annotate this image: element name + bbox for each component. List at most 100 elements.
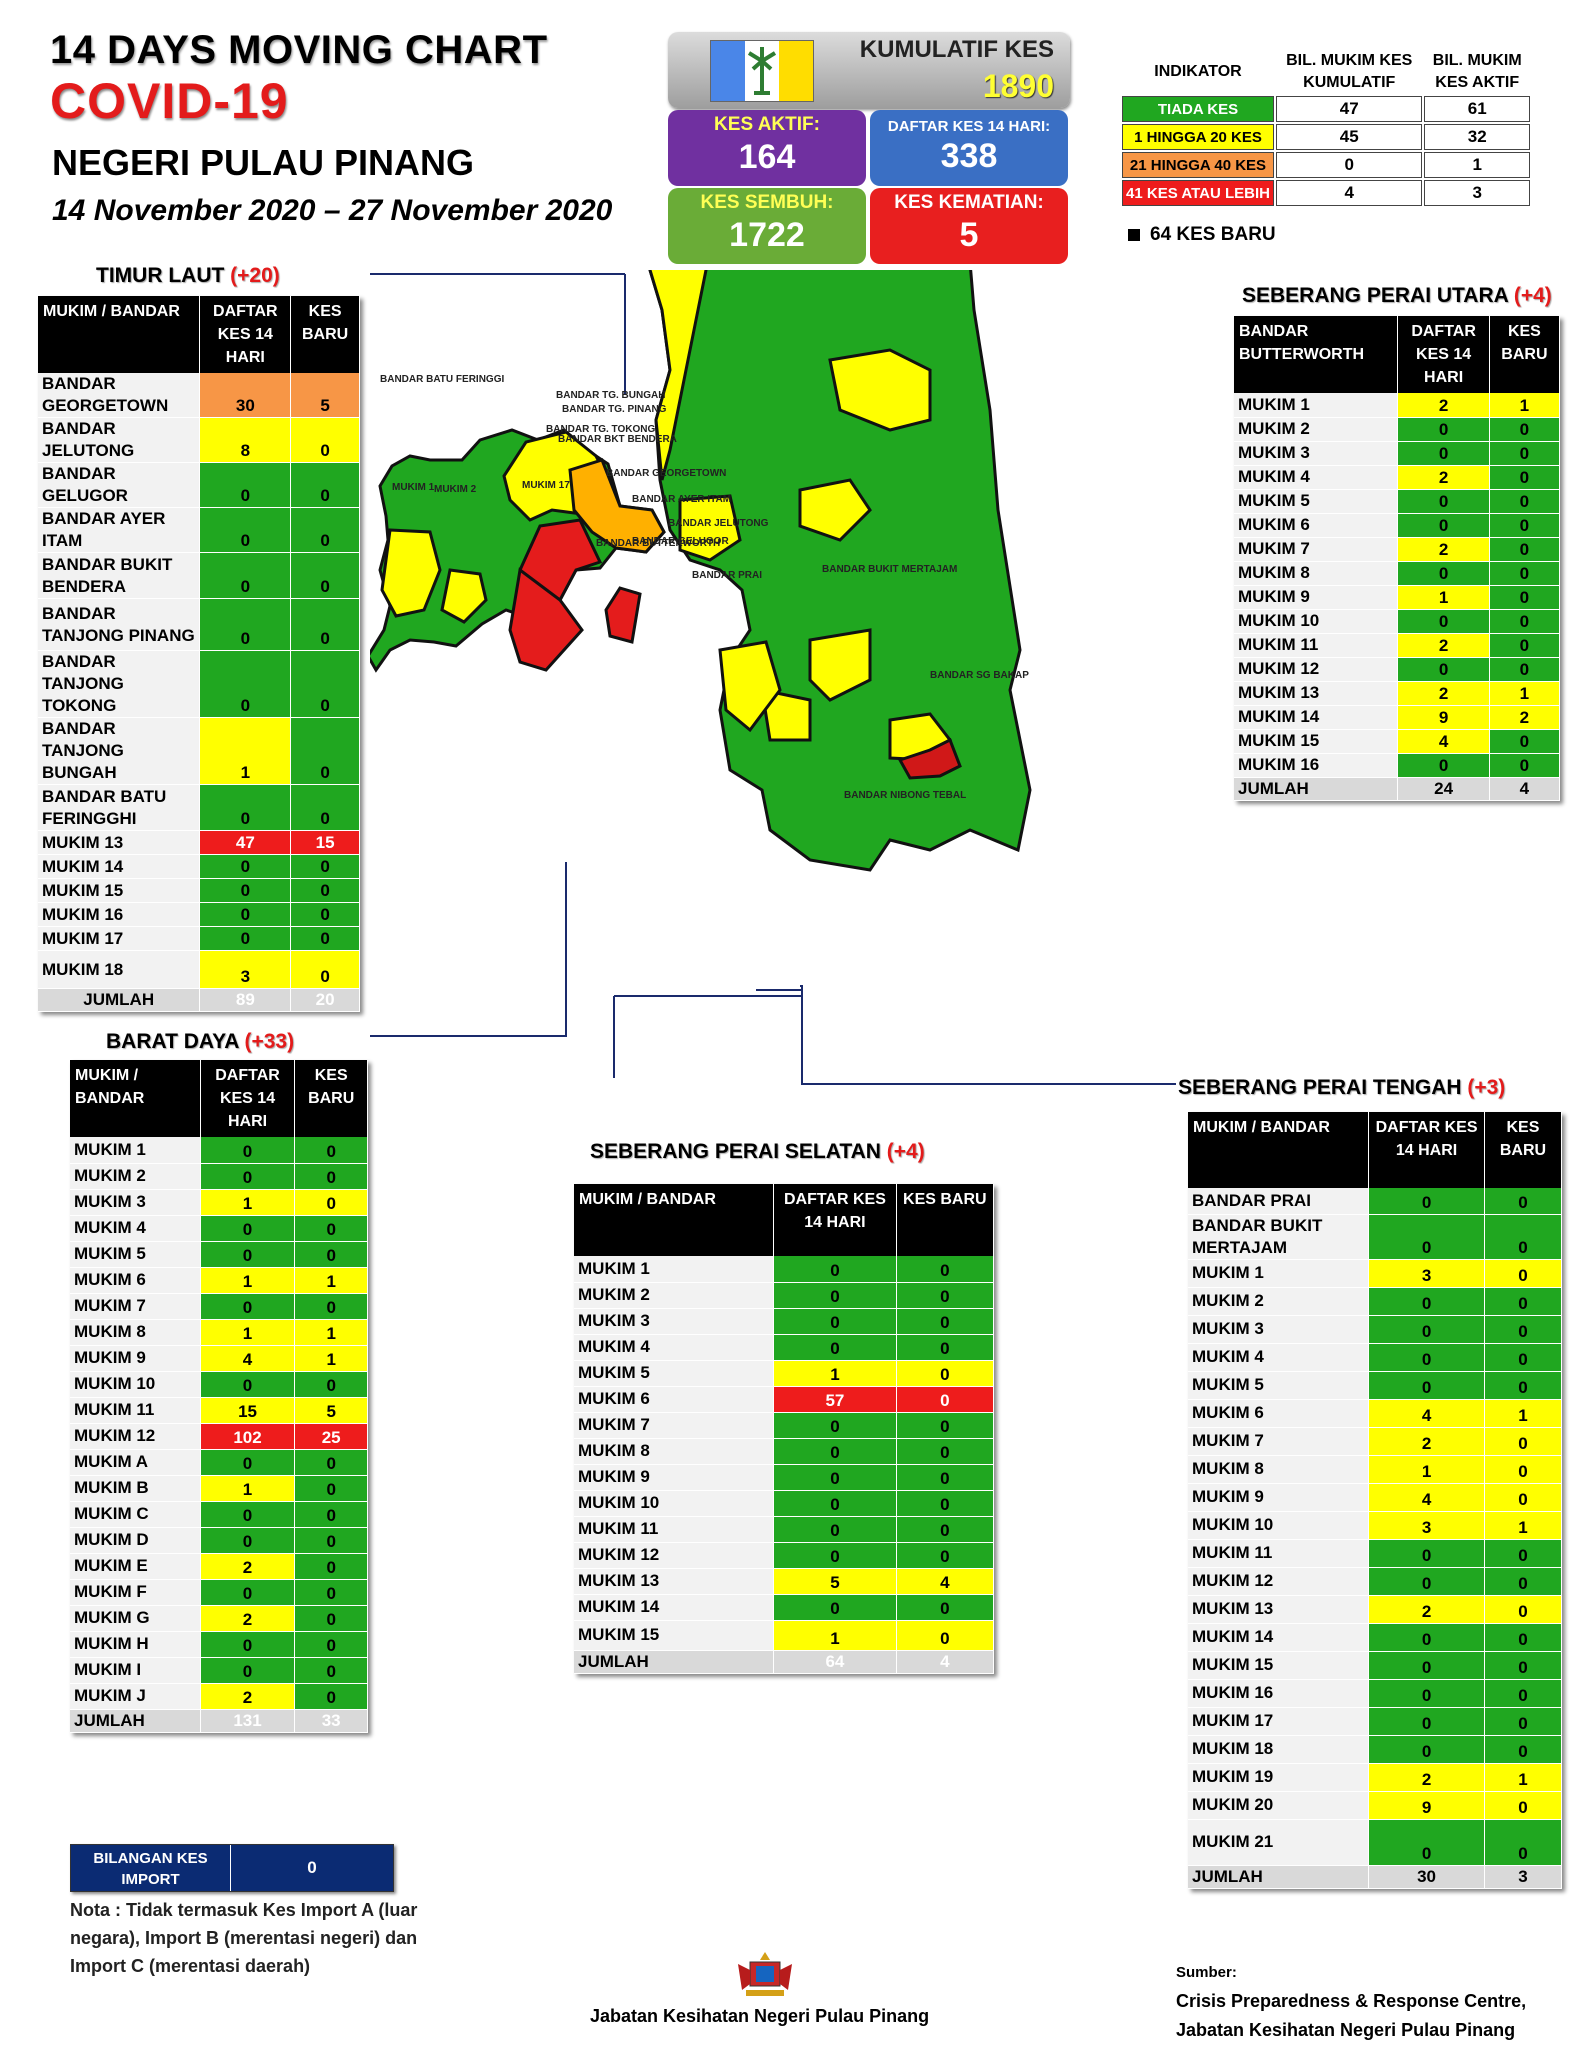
indicator-label: 1 HINGGA 20 KES [1122,124,1274,150]
value-new-cases: 0 [290,650,360,718]
row-name: MUKIM 12 [70,1423,201,1450]
row-name: MUKIM 6 [1188,1399,1370,1428]
row-name: MUKIM A [70,1449,201,1476]
value-14-days: 0 [1368,1287,1485,1316]
value-14-days: 0 [199,784,292,831]
value-new-cases: 1 [1489,681,1561,706]
row-name: MUKIM 13 [38,830,201,855]
value-new-cases: 0 [1489,489,1561,514]
value-14-days: 0 [1397,513,1490,538]
source-line-2: Jabatan Kesihatan Negeri Pulau Pinang [1176,2020,1516,2040]
value-14-days: 5 [773,1568,897,1595]
value-14-days: 0 [1397,753,1490,778]
value-new-cases: 0 [294,1527,368,1554]
pulau-red-island [604,586,642,644]
value-new-cases: 0 [896,1620,995,1651]
table-row: MUKIM 13 47 15 [38,830,360,855]
active-cases-value: 164 [738,138,796,176]
row-name: MUKIM 1 [574,1256,775,1283]
value-14-days: 2 [1397,633,1490,658]
value-14-days: 4 [1397,729,1490,754]
table-timur-laut: MUKIM / BANDAR DAFTAR KES 14 HARI KES BARU… [38,296,360,1012]
table-row: MUKIM 13 2 1 [1234,681,1561,706]
value-new-cases: 0 [1489,609,1561,634]
value-14-days: 1 [773,1360,897,1387]
row-name: MUKIM 8 [574,1438,775,1465]
value-new-cases: 0 [896,1360,995,1387]
connector-sps [613,995,802,1078]
row-name: MUKIM 10 [1188,1511,1370,1540]
recovered-value: 1722 [729,216,805,254]
total-new-cases: 20 [290,988,360,1012]
row-name: MUKIM 15 [1188,1651,1370,1680]
table-row: MUKIM 12 102 25 [70,1423,368,1450]
value-14-days: 0 [773,1542,897,1569]
chart-date-range: 14 November 2020 – 27 November 2020 [52,194,613,227]
value-14-days: 0 [200,1215,296,1242]
value-new-cases: 0 [294,1189,368,1216]
table-row: MUKIM 11 0 0 [574,1516,995,1543]
row-name: BANDAR TANJONG BUNGAH [38,717,201,785]
total-new-cases: 4 [896,1650,995,1674]
table-row: BANDAR BUKIT MERTAJAM 0 0 [1188,1214,1563,1260]
total-label: JUMLAH [1188,1865,1370,1889]
import-cases-box: BILANGAN KES IMPORT 0 [70,1844,394,1892]
total-14-days: 131 [200,1709,296,1733]
value-new-cases: 0 [1484,1651,1563,1680]
table-row: MUKIM 10 0 0 [1234,609,1561,634]
row-name: MUKIM J [70,1683,201,1710]
value-new-cases: 0 [290,878,360,903]
row-name: MUKIM 10 [574,1490,775,1517]
row-name: MUKIM 1 [1188,1259,1370,1288]
table-row: MUKIM 16 0 0 [38,902,360,927]
value-new-cases: 0 [294,1553,368,1580]
table-header-row: BANDAR BUTTERWORTH DAFTAR KES 14 HARI KES … [1234,316,1561,393]
source-block: Sumber: Crisis Preparedness & Response C… [1176,1958,1526,2045]
row-name: MUKIM 12 [1234,657,1399,682]
georgetown-orange-area [568,458,666,554]
value-new-cases: 0 [896,1438,995,1465]
summary-panel: KUMULATIF KES 1890 KES AKTIF: 164 DAFTAR… [668,32,1070,264]
indicator-cumulative: 45 [1276,124,1423,150]
value-new-cases: 0 [290,598,360,651]
source-line-1: Crisis Preparedness & Response Centre, [1176,1991,1527,2011]
column-header-new: KES BARU [290,296,360,373]
row-name: MUKIM 9 [1188,1483,1370,1512]
value-14-days: 0 [200,1137,296,1164]
value-new-cases: 0 [1489,633,1561,658]
value-new-cases: 0 [1484,1791,1563,1820]
value-new-cases: 0 [294,1501,368,1528]
column-header-14-days: DAFTAR KES 14 HARI [1397,316,1490,393]
indicator-row: TIADA KES 47 61 [1122,96,1530,122]
chart-subtitle-state: NEGERI PULAU PINANG [52,142,475,183]
value-new-cases: 0 [1484,1567,1563,1596]
value-14-days: 0 [200,1501,296,1528]
row-name: MUKIM 2 [70,1163,201,1190]
value-new-cases: 0 [294,1163,368,1190]
value-new-cases: 0 [294,1605,368,1632]
table-row: MUKIM 11 0 0 [1188,1539,1563,1568]
recovered-label: KES SEMBUH: [700,192,834,213]
registered-14-box: DAFTAR KES 14 HARI: 338 [870,110,1068,186]
value-14-days: 1 [773,1620,897,1651]
value-new-cases: 0 [1484,1287,1563,1316]
total-row: JUMLAH 30 3 [1188,1865,1563,1889]
indicator-cumulative: 4 [1276,180,1423,206]
section-title-spu: SEBERANG PERAI UTARA (+4) [1242,284,1552,308]
value-14-days: 0 [773,1516,897,1543]
value-14-days: 0 [200,1657,296,1684]
value-14-days: 0 [199,854,292,879]
section-title-spt: SEBERANG PERAI TENGAH (+3) [1178,1076,1505,1100]
indicator-label: TIADA KES [1122,96,1274,122]
row-name: MUKIM 15 [574,1620,775,1651]
